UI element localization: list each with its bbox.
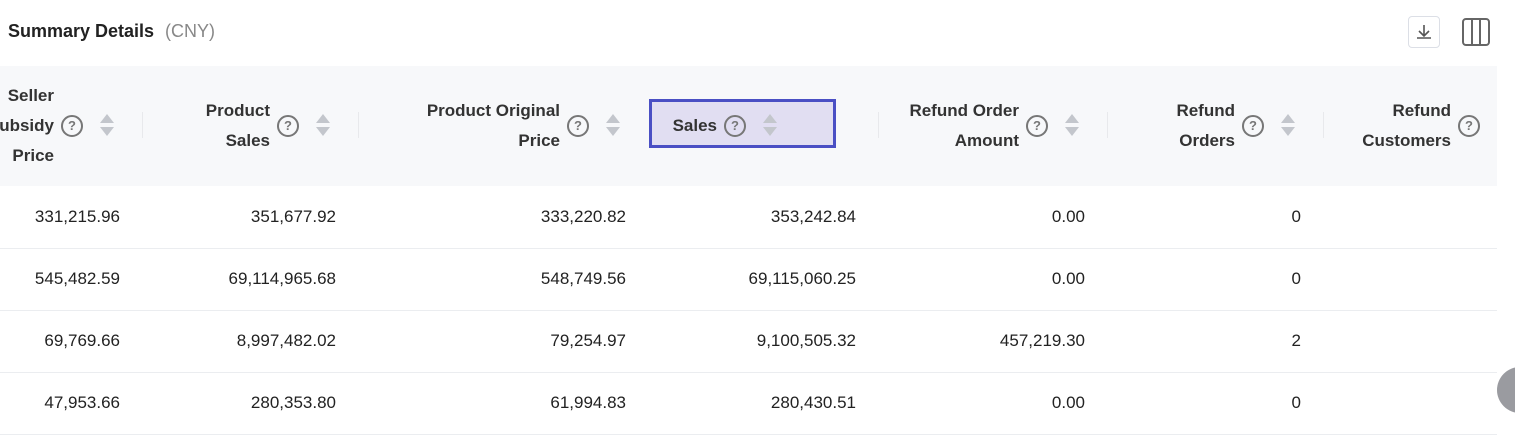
table-cell: 0 xyxy=(1291,393,1301,412)
table-cell: 351,677.92 xyxy=(250,207,336,226)
table-cell: 0 xyxy=(1291,207,1301,226)
row-divider xyxy=(0,434,1497,435)
sort-arrows[interactable] xyxy=(1279,112,1297,138)
table-cell: 61,994.83 xyxy=(550,393,626,412)
sort-arrows[interactable] xyxy=(1063,112,1081,138)
column-header[interactable]: Refund Orders xyxy=(1176,101,1235,150)
help-icon[interactable]: ? xyxy=(724,115,746,137)
table-cell: 8,997,482.02 xyxy=(236,331,336,350)
table-cell: 0.00 xyxy=(1051,269,1085,288)
table-cell: 545,482.59 xyxy=(34,269,120,288)
help-icon[interactable]: ? xyxy=(1026,115,1048,137)
help-icon[interactable]: ? xyxy=(277,115,299,137)
column-separator xyxy=(358,112,359,138)
table-cell: 280,353.80 xyxy=(250,393,336,412)
table-cell: 79,254.97 xyxy=(550,331,626,350)
column-header[interactable]: Seller Subsidy Price xyxy=(0,86,54,165)
table-cell: 69,114,965.68 xyxy=(228,269,336,288)
column-header[interactable]: Sales xyxy=(672,116,717,135)
table-cell: 2 xyxy=(1291,331,1301,350)
download-button[interactable] xyxy=(1408,16,1440,48)
help-icon[interactable]: ? xyxy=(1242,115,1264,137)
table-cell: 9,100,505.32 xyxy=(756,331,856,350)
table-cell: 0 xyxy=(1291,269,1301,288)
column-header[interactable]: Product Original Price xyxy=(426,101,560,150)
sort-arrows[interactable] xyxy=(761,112,779,138)
columns-button[interactable] xyxy=(1460,16,1492,48)
row-divider xyxy=(0,372,1497,373)
help-icon[interactable]: ? xyxy=(567,115,589,137)
table-cell: 0.00 xyxy=(1051,207,1085,226)
table-cell: 353,242.84 xyxy=(770,207,856,226)
table-cell: 331,215.96 xyxy=(34,207,120,226)
column-separator xyxy=(142,112,143,138)
download-icon xyxy=(1417,25,1431,39)
column-header[interactable]: Product Sales xyxy=(205,101,270,150)
row-divider xyxy=(0,310,1497,311)
table-cell: 280,430.51 xyxy=(770,393,856,412)
table-cell: 548,749.56 xyxy=(540,269,626,288)
column-separator xyxy=(878,112,879,138)
scroll-handle[interactable] xyxy=(1497,367,1515,413)
table-cell: 0.00 xyxy=(1051,393,1085,412)
sort-arrows[interactable] xyxy=(98,112,116,138)
sort-arrows[interactable] xyxy=(604,112,622,138)
section-title: Summary Details xyxy=(8,21,155,41)
table-cell: 457,219.30 xyxy=(999,331,1085,350)
column-header[interactable]: Refund Order Amount xyxy=(909,101,1019,150)
column-separator xyxy=(1107,112,1108,138)
help-icon[interactable]: ? xyxy=(61,115,83,137)
currency: (CNY) xyxy=(165,21,215,41)
column-header[interactable]: Refund Customers xyxy=(1362,101,1451,150)
column-separator xyxy=(1323,112,1324,138)
help-icon[interactable]: ? xyxy=(1458,115,1480,137)
table-cell: 69,769.66 xyxy=(44,331,120,350)
sort-arrows[interactable] xyxy=(314,112,332,138)
table-cell: 69,115,060.25 xyxy=(748,269,856,288)
row-divider xyxy=(0,248,1497,249)
table-cell: 47,953.66 xyxy=(44,393,120,412)
table-cell: 333,220.82 xyxy=(540,207,626,226)
